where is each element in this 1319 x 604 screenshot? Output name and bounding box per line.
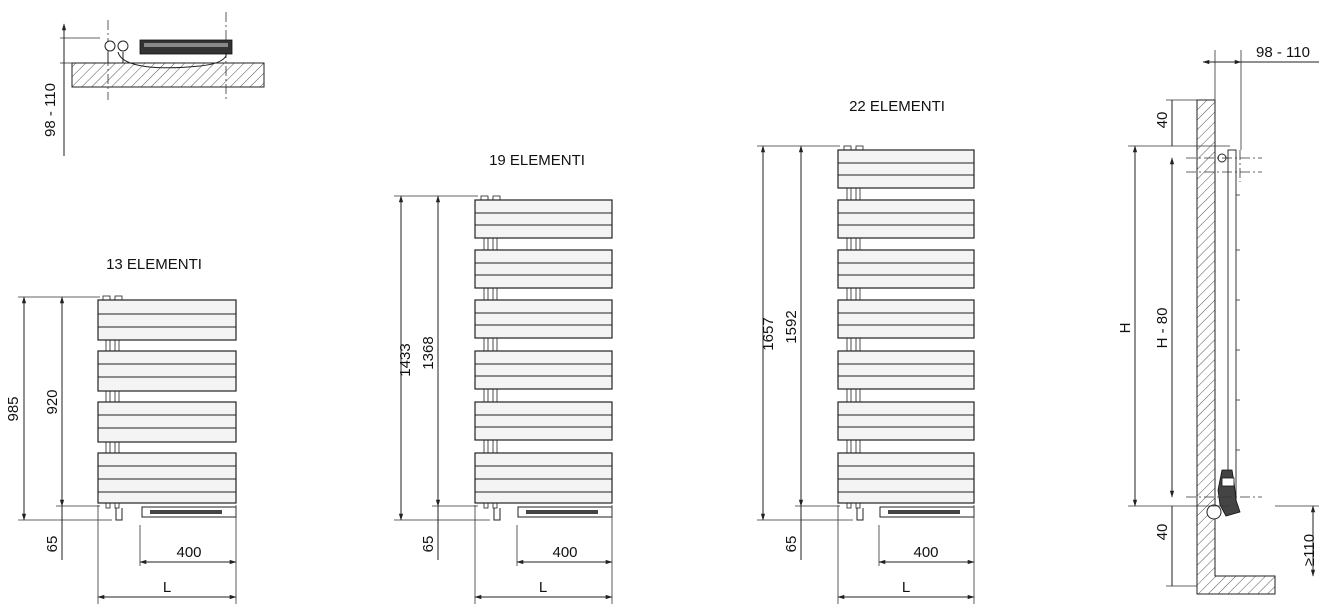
top-gap-label: 40 [1154,112,1171,129]
valve-spacing-label: 400 [552,544,577,561]
axis-height-label: 1368 [420,336,437,369]
valve-spacing-label: 400 [176,544,201,561]
width-label: L [163,579,171,596]
top-view-wall [71,62,265,88]
radiator-19-elementi: 19 ELEMENTI [394,152,613,604]
valve-spacing-label: 400 [913,544,938,561]
bottom-offset-label: 65 [420,536,437,553]
radiator-panel [837,149,975,504]
radiator-panel [97,299,237,504]
floor-clearance-label: ≥110 [1301,534,1318,566]
side-depth-label: 98 - 110 [1256,44,1310,61]
total-height-label: 1657 [760,317,777,350]
top-view-depth-label: 98 - 110 [42,83,59,137]
bottom-offset-label: 65 [44,536,61,553]
valve-left-icon [104,40,116,52]
radiator-13-elementi: 13 ELEMENTI [5,256,237,604]
top-view: 98 - 110 [42,12,265,156]
radiator-panel [474,199,613,504]
model-title: 13 ELEMENTI [106,256,202,273]
total-height-label: 985 [5,396,22,421]
valve-right-icon [117,40,129,52]
radiator-22-elementi: 22 ELEMENTI [757,98,975,604]
width-label: L [902,579,910,596]
total-height-label: 1433 [397,343,414,376]
model-title: 19 ELEMENTI [489,152,585,169]
bottom-offset-label: 65 [783,536,800,553]
axis-height-label: 920 [44,389,61,414]
height-label: H [1117,323,1134,334]
side-view: 98 - 110 40 40 H H - 80 ≥110 [1117,44,1319,595]
axis-height-label: 1592 [783,310,800,343]
width-label: L [539,579,547,596]
axis-height-label: H - 80 [1154,308,1171,349]
valve-assembly-icon [1206,469,1241,520]
model-title: 22 ELEMENTI [849,98,945,115]
bottom-gap-label: 40 [1154,524,1171,541]
